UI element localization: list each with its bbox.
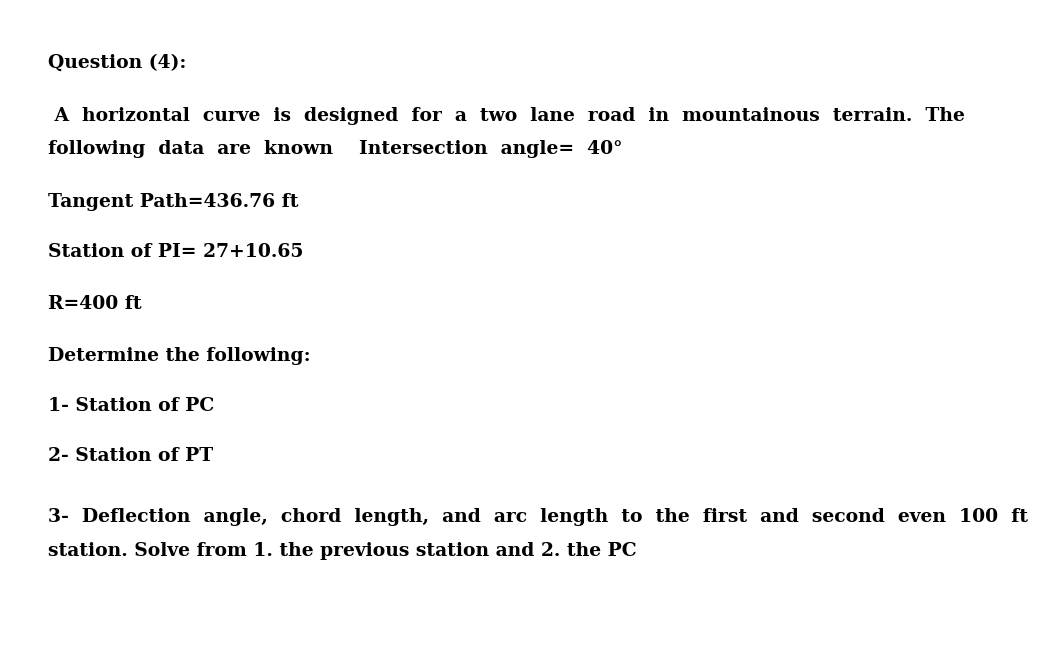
Text: Determine the following:: Determine the following: (48, 347, 310, 365)
Text: Station of PI= 27+10.65: Station of PI= 27+10.65 (48, 243, 303, 261)
Text: 2- Station of PT: 2- Station of PT (48, 447, 212, 465)
Text: following  data  are  known    Intersection  angle=  40°: following data are known Intersection an… (48, 140, 623, 158)
Text: station. Solve from 1. the previous station and 2. the PC: station. Solve from 1. the previous stat… (48, 542, 636, 560)
Text: A  horizontal  curve  is  designed  for  a  two  lane  road  in  mountainous  te: A horizontal curve is designed for a two… (48, 107, 964, 125)
Text: Tangent Path=436.76 ft: Tangent Path=436.76 ft (48, 193, 298, 211)
Text: 3-  Deflection  angle,  chord  length,  and  arc  length  to  the  first  and  s: 3- Deflection angle, chord length, and a… (48, 508, 1027, 526)
Text: 1- Station of PC: 1- Station of PC (48, 397, 214, 415)
Text: R=400 ft: R=400 ft (48, 295, 142, 313)
Text: Question (4):: Question (4): (48, 53, 186, 71)
